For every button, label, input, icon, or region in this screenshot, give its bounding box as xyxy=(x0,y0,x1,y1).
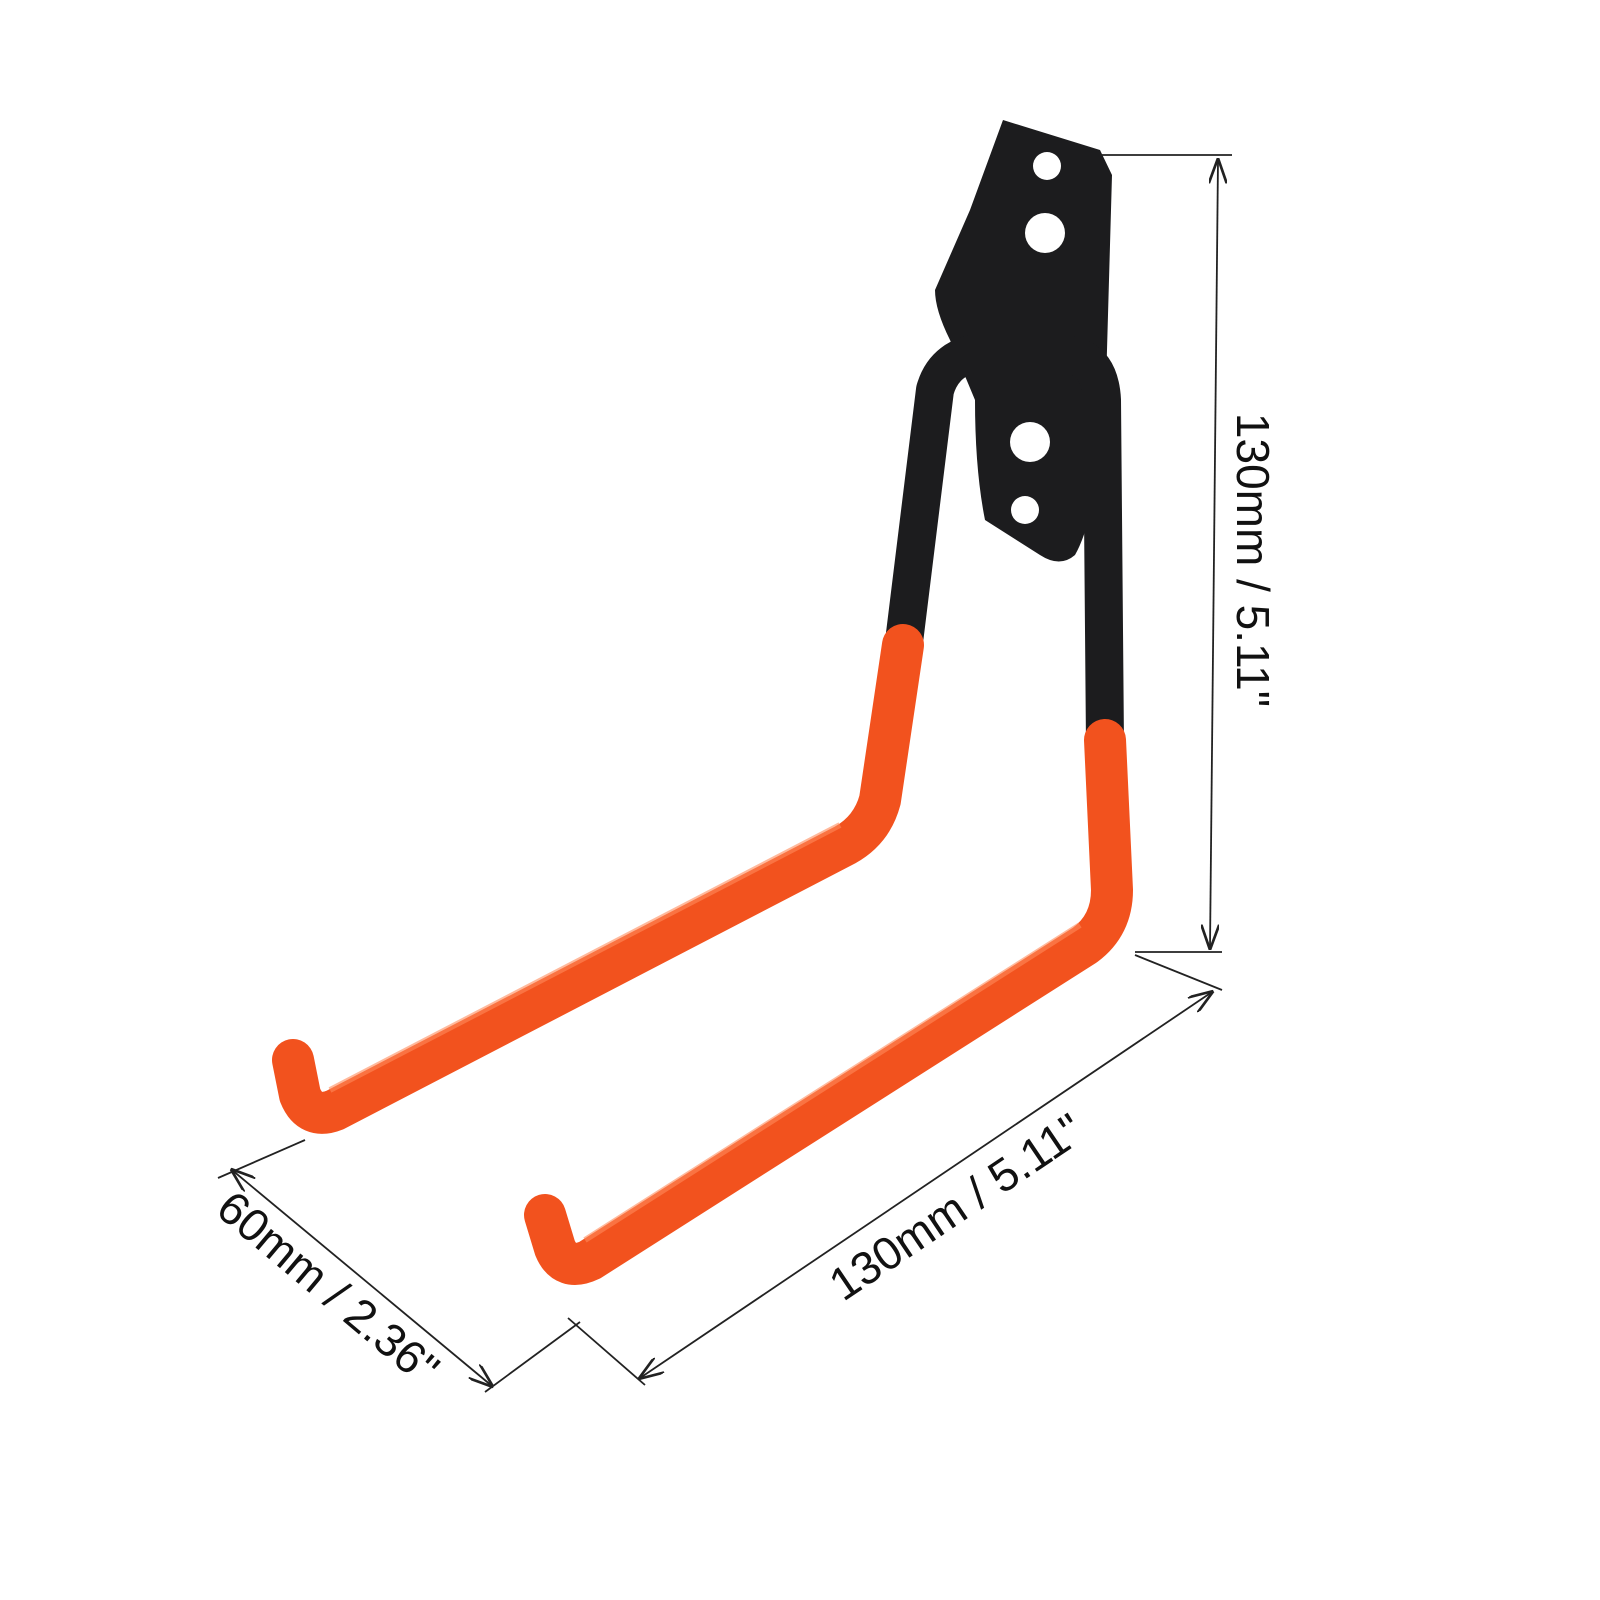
height-dimension-line xyxy=(1100,154,1232,953)
hook-arm-left xyxy=(272,624,924,1134)
screw-hole xyxy=(1033,152,1061,180)
screw-hole xyxy=(1010,422,1050,462)
hook-arm-right xyxy=(524,719,1133,1285)
screw-hole xyxy=(1025,213,1065,253)
hook-wire xyxy=(884,333,1124,746)
height-label: 130mm / 5.11" xyxy=(1227,413,1279,707)
length-label: 130mm / 5.11" xyxy=(820,1103,1093,1311)
width-dimension-line xyxy=(217,1139,581,1393)
length-dimension-line xyxy=(567,954,1223,1386)
screw-hole xyxy=(1011,496,1039,524)
width-label: 60mm / 2.36" xyxy=(207,1180,449,1395)
